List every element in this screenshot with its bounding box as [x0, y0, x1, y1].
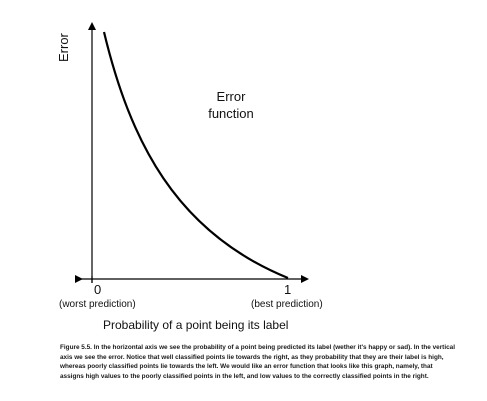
y-axis-label: Error	[56, 33, 71, 62]
curve-label-line1: Error	[216, 89, 246, 104]
figure-caption: Figure 5.5. In the horizontal axis we se…	[60, 344, 455, 380]
best-prediction-note: (best prediction)	[251, 299, 323, 310]
x-axis-label: Probability of a point being its label	[103, 318, 289, 332]
error-function-diagram: Error Error function 0 1 (worst predicti…	[56, 22, 323, 332]
curve-label-line2: function	[208, 106, 254, 121]
error-curve	[102, 31, 289, 280]
worst-prediction-note: (worst prediction)	[59, 299, 136, 310]
diagram-canvas	[75, 22, 309, 283]
curve-label: Error function	[196, 88, 266, 122]
x-tick-label-0: 0	[94, 282, 102, 297]
x-tick-label-1: 1	[284, 282, 292, 297]
